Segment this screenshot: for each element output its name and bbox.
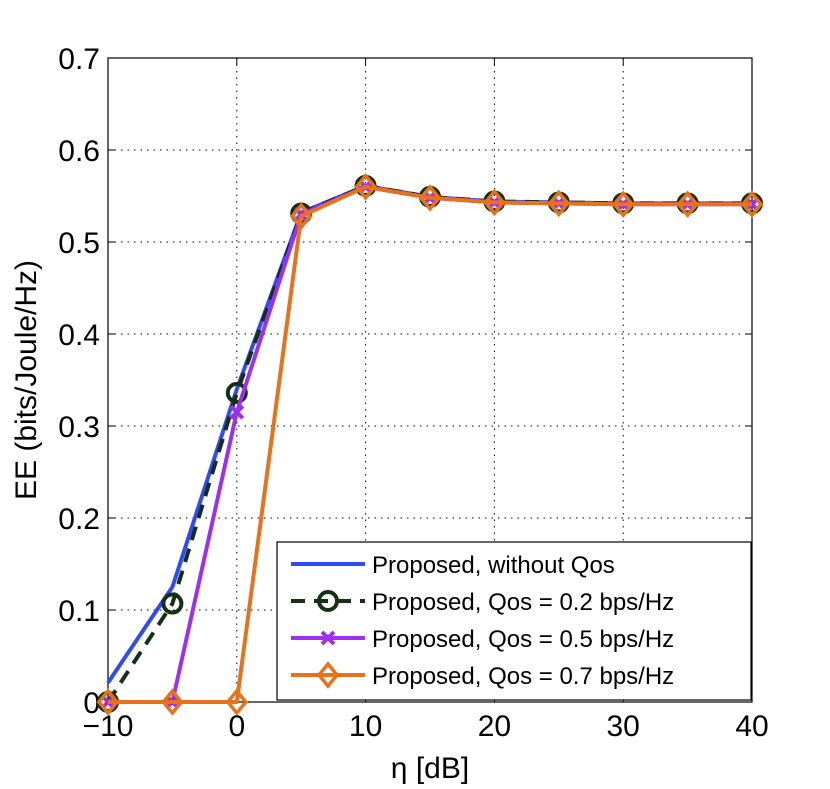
data-point — [96, 688, 120, 716]
x-tick-label: 10 — [349, 710, 382, 743]
y-tick-label: 0.4 — [58, 319, 100, 352]
legend-label: Proposed, Qos = 0.7 bps/Hz — [372, 663, 674, 690]
legend-label: Proposed, Qos = 0.5 bps/Hz — [372, 626, 674, 653]
x-tick-label: 40 — [735, 710, 768, 743]
data-point — [547, 189, 571, 218]
y-tick-label: 0.2 — [58, 503, 100, 536]
legend: Proposed, without Qos Proposed, Qos = 0.2… — [276, 541, 752, 701]
x-tick-label: 30 — [607, 710, 640, 743]
series-line — [108, 184, 752, 704]
x-tick-label: 20 — [478, 710, 511, 743]
data-point — [676, 190, 699, 219]
y-axis-title: EE (bits/Joule/Hz) — [10, 260, 43, 500]
series-4 — [96, 173, 764, 716]
data-point — [225, 688, 249, 716]
data-point — [354, 173, 377, 201]
data-point — [740, 190, 764, 219]
data-point — [483, 188, 506, 217]
data-point — [289, 202, 313, 231]
x-axis-title: η [dB] — [391, 752, 469, 785]
y-tick-label: 0.7 — [58, 43, 100, 76]
legend-marker — [316, 661, 340, 689]
data-point — [161, 688, 184, 716]
legend-label: Proposed, Qos = 0.2 bps/Hz — [372, 589, 674, 616]
data-point — [611, 190, 635, 219]
legend-marker — [317, 590, 339, 612]
legend-label: Proposed, without Qos — [372, 552, 615, 579]
series-group — [96, 173, 764, 716]
plot-frame — [107, 57, 753, 703]
data-point — [418, 184, 442, 212]
y-tick-label: 0.3 — [58, 411, 100, 444]
legend-marker — [320, 630, 336, 646]
y-tick-label: 0.6 — [58, 135, 100, 168]
data-point — [229, 404, 245, 420]
data-point — [225, 381, 248, 404]
x-tick-label: 0 — [228, 710, 245, 743]
y-tick-label: 0.1 — [58, 595, 100, 628]
data-point — [161, 592, 184, 615]
y-tick-label: 0.5 — [58, 227, 100, 260]
y-tick-label: 0 — [83, 687, 100, 720]
